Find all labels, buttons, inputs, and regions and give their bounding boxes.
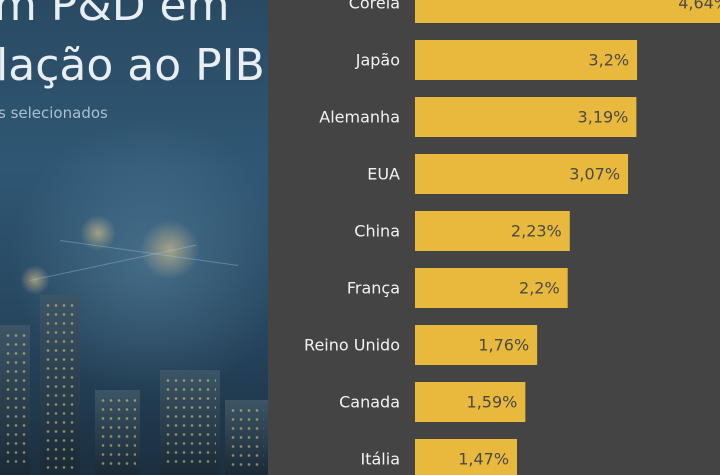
bar-reino-unido — [415, 325, 538, 365]
city-light-glow — [20, 265, 50, 295]
background-photo-panel: m P&D em lação ao PIB s selecionados — [0, 0, 268, 475]
value-label: 4,64% — [678, 0, 720, 13]
category-label: EUA — [367, 165, 400, 184]
building-silhouette — [95, 390, 140, 475]
value-label: 1,47% — [458, 450, 509, 469]
page-subtitle: s selecionados — [0, 104, 108, 122]
bar-eua — [415, 154, 629, 194]
category-label: Japão — [355, 51, 400, 70]
building-silhouette — [0, 325, 30, 475]
page-title-line-2: lação ao PIB — [0, 40, 265, 91]
bar-japão — [415, 40, 638, 80]
category-label: Coreia — [349, 0, 400, 13]
category-label: França — [347, 279, 400, 298]
value-label: 2,23% — [511, 222, 562, 241]
bar-canada — [415, 382, 526, 422]
city-light-glow — [140, 220, 200, 280]
bar-alemanha — [415, 97, 637, 137]
value-label: 3,07% — [569, 165, 620, 184]
bar-frança — [415, 268, 568, 308]
value-label: 3,19% — [578, 108, 629, 127]
value-label: 2,2% — [519, 279, 560, 298]
building-silhouette — [225, 400, 268, 475]
bar-coreia — [415, 0, 720, 23]
category-label: China — [354, 222, 400, 241]
value-label: 1,76% — [478, 336, 529, 355]
bar-itália — [415, 439, 518, 475]
category-label: Reino Unido — [304, 336, 400, 355]
building-silhouette — [40, 295, 80, 475]
city-light-glow — [80, 215, 116, 251]
value-label: 3,2% — [588, 51, 629, 70]
bar-china — [415, 211, 570, 251]
category-label: Canada — [339, 393, 400, 412]
building-silhouette — [160, 370, 220, 475]
category-label: Alemanha — [319, 108, 400, 127]
page-title-line-1: m P&D em — [0, 0, 230, 31]
category-label: Itália — [361, 450, 401, 469]
bar-chart: Coreia 4,64% Japão 3,2% Alemanha 3,19% EUA 3,07… — [304, 0, 720, 475]
value-label: 1,59% — [467, 393, 518, 412]
